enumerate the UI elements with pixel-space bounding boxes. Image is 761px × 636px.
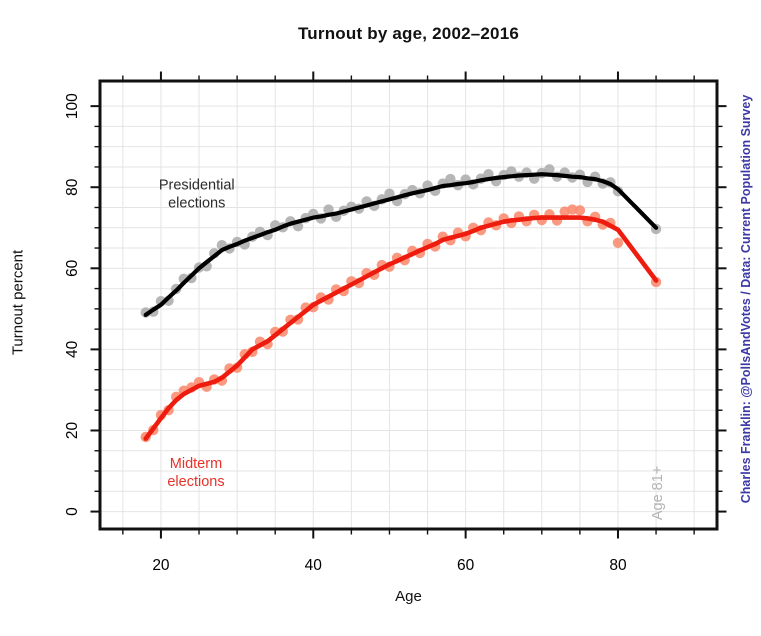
presidential-label: Presidential <box>159 177 235 193</box>
y-tick-label: 60 <box>64 259 81 277</box>
y-tick-label: 100 <box>64 93 81 119</box>
x-axis-label: Age <box>395 588 422 605</box>
chart-title: Turnout by age, 2002–2016 <box>297 24 520 43</box>
x-tick-label: 60 <box>457 557 475 574</box>
x-tick-label: 40 <box>305 557 323 574</box>
y-axis-label: Turnout percent <box>9 249 27 356</box>
presidential-series-point <box>445 173 456 185</box>
y-tick-label: 0 <box>64 507 81 516</box>
x-tick-label: 80 <box>609 557 627 574</box>
presidential-series-point <box>384 188 395 199</box>
y-tick-label: 80 <box>64 178 81 196</box>
age-81-label: Age 81+ <box>650 466 666 520</box>
plot-border <box>98 79 719 531</box>
midterm-series-point <box>574 205 586 216</box>
presidential-series-point <box>544 164 555 175</box>
x-tick-label: 20 <box>152 557 170 574</box>
midterm-series-curve <box>143 215 659 441</box>
credit-caption: Charles Franklin: @PollsAndVotes / Data:… <box>739 94 753 504</box>
presidential-series-point <box>323 204 334 215</box>
y-tick-label: 20 <box>64 421 81 439</box>
y-tick-label: 40 <box>64 340 81 358</box>
presidential-series-curve <box>143 172 659 317</box>
midterm-label: Midterm <box>170 456 222 472</box>
midterm-series-point <box>612 237 624 248</box>
midterm-series-point <box>567 204 578 215</box>
presidential-label: elections <box>168 195 225 211</box>
midterm-label: elections <box>167 474 224 490</box>
